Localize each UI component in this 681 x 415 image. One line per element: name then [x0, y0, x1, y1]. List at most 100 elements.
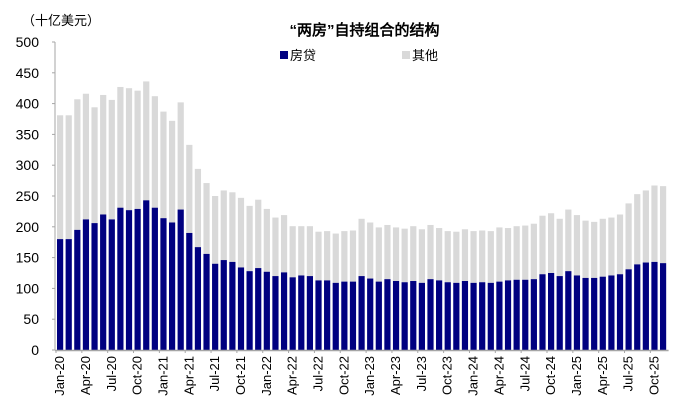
bar-other	[237, 197, 245, 268]
bar-other	[91, 107, 98, 224]
x-tick-label: Apr-25	[595, 356, 610, 395]
bar-mortgage	[496, 281, 503, 350]
bar-mortgage	[461, 281, 469, 350]
y-axis: 0 50 100 150 200 250 300 350 400 450 500	[16, 34, 56, 358]
bar-mortgage	[556, 276, 563, 350]
x-tick-label: Jul-20	[104, 356, 119, 391]
bar-other	[659, 186, 667, 264]
x-tick-label: Oct-24	[543, 356, 558, 395]
bar-other	[453, 231, 460, 283]
y-tick-label: 300	[16, 157, 40, 173]
bar-mortgage	[194, 247, 202, 350]
bar-other	[634, 194, 641, 265]
bar-mortgage	[203, 253, 210, 350]
bar-mortgage	[280, 272, 288, 350]
bar-other	[427, 224, 434, 280]
x-axis: Jan-20 Apr-20 Jul-20 Oct-20 Jan-21 Apr-21 Jul-…	[52, 349, 669, 396]
x-tick-label: Jan-24	[466, 356, 481, 396]
x-tick-label: Jul-24	[517, 356, 532, 391]
bar-mortgage	[358, 276, 365, 350]
bar-other	[332, 233, 339, 283]
bar-other	[194, 168, 202, 248]
bar-mortgage	[168, 222, 176, 350]
bar-other	[289, 226, 296, 278]
bar-other	[470, 231, 477, 283]
x-tick-label: Jan-20	[52, 356, 67, 396]
x-tick-label: Apr-22	[285, 356, 300, 395]
x-tick-label: Jul-25	[621, 356, 636, 391]
bar-mortgage	[341, 281, 348, 350]
legend: 房贷 其他	[280, 45, 438, 64]
bar-other	[582, 220, 589, 278]
bar-other	[306, 226, 314, 277]
bar-other	[513, 226, 520, 280]
bar-mortgage	[263, 271, 270, 350]
bar-other	[556, 218, 563, 277]
bar-mortgage	[100, 214, 107, 350]
bar-other	[392, 227, 400, 282]
x-tick-label: Jan-21	[155, 356, 170, 396]
bar-mortgage	[651, 261, 658, 350]
bar-mortgage	[82, 219, 90, 350]
bar-other	[160, 111, 167, 219]
bar-other	[367, 222, 374, 279]
bar-mortgage	[487, 282, 494, 350]
bar-mortgage	[315, 280, 322, 350]
bar-mortgage	[530, 279, 537, 350]
x-tick-label: Apr-21	[181, 356, 196, 395]
bar-mortgage	[573, 275, 581, 350]
chart-title: “两房”自持组合的结构	[289, 22, 440, 39]
bar-mortgage	[453, 282, 460, 350]
bar-mortgage	[427, 279, 434, 350]
bar-mortgage	[392, 281, 400, 350]
bar-other	[651, 185, 658, 262]
bar-other	[349, 230, 357, 282]
bar-other	[461, 229, 469, 282]
bar-mortgage	[246, 271, 253, 350]
x-tick-label: Oct-25	[646, 356, 661, 395]
bar-mortgage	[272, 276, 279, 350]
legend-item-mortgage: 房贷	[280, 45, 316, 64]
bar-other	[65, 115, 72, 240]
bar-mortgage	[479, 282, 486, 350]
bar-mortgage	[522, 279, 529, 350]
bar-other	[573, 215, 581, 276]
bar-mortgage	[375, 281, 382, 350]
x-tick-label: Oct-23	[440, 356, 455, 395]
bar-other	[280, 215, 288, 273]
y-tick-label: 100	[16, 280, 40, 296]
bar-other	[418, 229, 425, 283]
bar-other	[220, 190, 227, 261]
bar-other	[522, 225, 529, 280]
bar-mortgage	[349, 281, 357, 350]
bar-mortgage	[306, 276, 314, 350]
y-tick-label: 50	[23, 311, 39, 327]
bar-other	[151, 96, 158, 208]
bar-other	[246, 205, 253, 272]
bar-mortgage	[608, 275, 615, 350]
bar-mortgage	[599, 276, 606, 350]
bar-mortgage	[582, 277, 589, 350]
bar-mortgage	[117, 207, 124, 350]
x-tick-label: Jul-23	[414, 356, 429, 391]
bar-mortgage	[229, 261, 236, 350]
bar-mortgage	[547, 273, 555, 350]
bar-other	[324, 231, 331, 281]
bar-mortgage	[401, 282, 408, 350]
bar-other	[608, 217, 615, 276]
bar-other	[616, 214, 624, 275]
bar-other	[229, 192, 236, 262]
x-tick-label: Apr-20	[78, 356, 93, 395]
bar-other	[530, 223, 537, 280]
y-tick-label: 150	[16, 250, 40, 266]
bar-mortgage	[625, 269, 632, 350]
bar-other	[565, 209, 572, 272]
y-tick-label: 0	[31, 342, 39, 358]
bar-other	[177, 102, 184, 210]
bar-mortgage	[565, 271, 572, 350]
bar-mortgage	[220, 260, 227, 350]
bar-other	[203, 183, 210, 254]
x-tick-label: Jul-21	[207, 356, 222, 391]
bar-mortgage	[444, 282, 451, 350]
bar-mortgage	[513, 279, 520, 350]
